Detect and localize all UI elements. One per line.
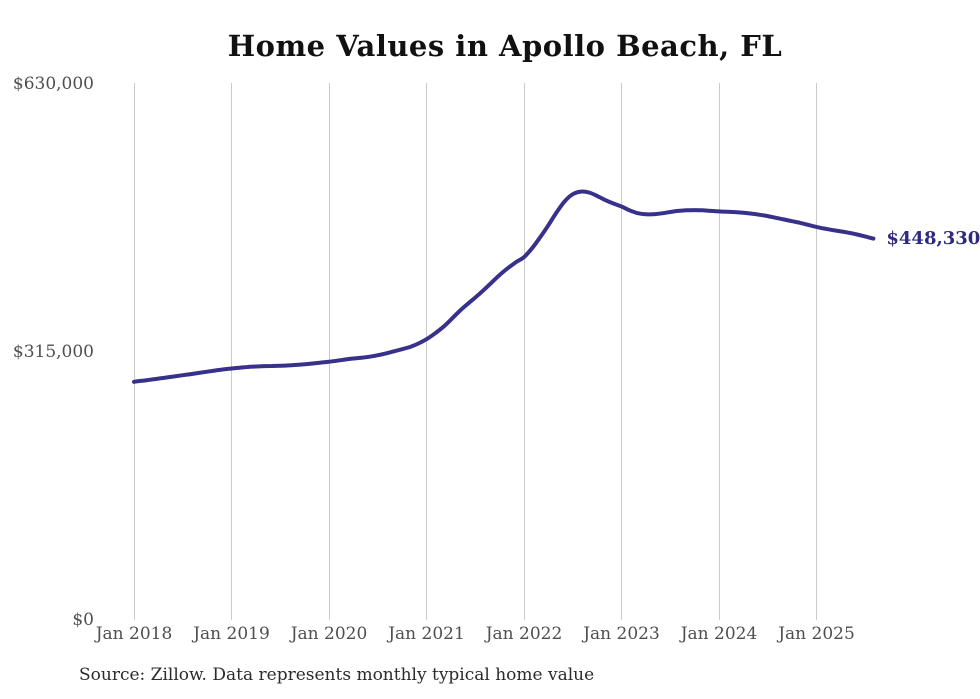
source-note: Source: Zillow. Data represents monthly … <box>79 665 595 685</box>
x-tick-jan-2025: Jan 2025 <box>778 624 855 644</box>
gridline-jan-2021 <box>426 83 427 620</box>
y-tick-630000: $630,000 <box>12 74 94 94</box>
y-tick-0: $0 <box>72 610 94 630</box>
home-value-line-path <box>132 189 876 384</box>
x-tick-jan-2022: Jan 2022 <box>485 624 563 644</box>
x-tick-jan-2018: Jan 2018 <box>95 624 173 644</box>
current-value-label: $448,330 <box>886 227 980 249</box>
gridline-jan-2018 <box>133 83 135 620</box>
x-tick-jan-2023: Jan 2023 <box>583 624 660 644</box>
x-tick-jan-2024: Jan 2024 <box>680 624 758 644</box>
gridline-jan-2022 <box>523 83 525 620</box>
gridline-jan-2025 <box>816 83 817 620</box>
x-tick-jan-2021: Jan 2021 <box>388 624 465 644</box>
y-tick-315000: $315,000 <box>12 342 94 362</box>
gridline-jan-2023 <box>621 83 622 620</box>
x-tick-jan-2020: Jan 2020 <box>290 624 368 644</box>
gridline-jan-2020 <box>328 83 330 620</box>
x-tick-jan-2019: Jan 2019 <box>193 624 270 644</box>
chart-title: Home Values in Apollo Beach, FL <box>227 29 783 63</box>
gridline-jan-2024 <box>718 83 720 620</box>
gridline-jan-2019 <box>231 83 232 620</box>
